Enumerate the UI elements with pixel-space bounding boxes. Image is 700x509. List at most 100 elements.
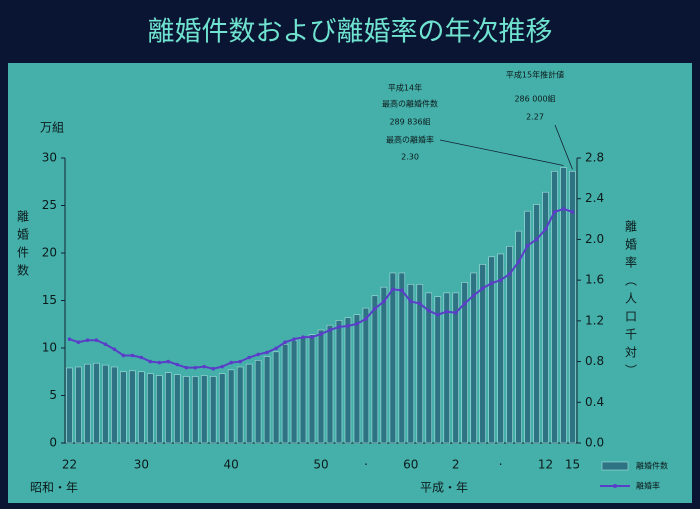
line-marker: [67, 337, 72, 341]
bar: [263, 356, 271, 444]
line-marker: [570, 210, 575, 214]
y2-tick-label: 0.4: [585, 395, 604, 409]
bar: [66, 367, 73, 444]
line-marker: [166, 359, 171, 364]
bar: [138, 371, 145, 444]
line-marker: [355, 322, 359, 326]
line-marker: [409, 299, 413, 304]
bar: [191, 376, 199, 444]
line-marker: [148, 359, 153, 364]
bar: [443, 292, 451, 444]
annotation: 最高の離婚件数: [382, 99, 438, 109]
line-marker: [480, 286, 485, 291]
line-marker: [130, 353, 135, 358]
line-marker: [247, 355, 251, 360]
bar: [272, 351, 280, 444]
y-tick-label: 15: [42, 293, 57, 307]
bar: [200, 375, 208, 444]
x-tick-label: ·: [499, 458, 503, 472]
x-tick-label: 15: [565, 458, 580, 472]
bar: [452, 292, 460, 444]
y-tick-label: 30: [42, 151, 57, 165]
line-marker: [211, 366, 216, 371]
line-marker: [265, 350, 269, 355]
bar: [461, 282, 468, 444]
y2-tick-label: 0.8: [585, 354, 604, 368]
bar: [245, 363, 253, 444]
bar: [398, 272, 406, 444]
bar: [75, 366, 82, 444]
x-tick-label: 60: [403, 458, 418, 472]
x-tick-label: 30: [134, 458, 149, 472]
chart-title: 離婚件数および離婚率の年次推移: [148, 17, 553, 48]
bar: [524, 210, 531, 444]
y-tick-label: 10: [42, 341, 57, 355]
bar: [488, 256, 495, 444]
line-marker: [274, 346, 278, 351]
x-tick-label: 2: [452, 458, 460, 472]
line-marker: [516, 260, 521, 264]
line-marker: [202, 364, 207, 369]
y-tick-label: 0: [49, 436, 57, 450]
bar: [299, 336, 307, 444]
annotation-leader: [554, 124, 573, 170]
y2-tick-label: 2.8: [585, 151, 604, 165]
y-tick-label: 20: [42, 246, 57, 260]
line-marker: [139, 355, 144, 360]
bar: [497, 253, 504, 444]
line-marker: [283, 340, 287, 345]
y2-axis-label: 離婚率（人口千対）: [624, 220, 638, 382]
x-axis-label: 平成・年: [420, 481, 468, 495]
bar: [389, 272, 397, 444]
y2-tick-label: 2.4: [585, 191, 604, 205]
bar: [120, 371, 127, 444]
bar: [227, 369, 235, 444]
bar: [344, 317, 352, 444]
y-axis-label: 離婚件数: [16, 210, 30, 282]
line-marker: [157, 360, 162, 365]
bar: [209, 376, 217, 444]
line-marker: [301, 335, 305, 339]
line-marker: [426, 308, 431, 313]
y2-tick-label: 1.6: [585, 273, 604, 287]
line-marker: [310, 335, 314, 339]
bar: [326, 324, 334, 444]
bar: [551, 171, 558, 444]
annotation: 286 000組: [514, 94, 555, 104]
x-tick-label: 12: [538, 458, 553, 472]
bar: [129, 370, 136, 444]
annotation: 289 836組: [389, 117, 430, 127]
annotation: 最高の離婚率: [386, 135, 434, 145]
bar: [434, 296, 442, 444]
line-marker: [373, 306, 377, 311]
line-marker: [337, 325, 341, 329]
y2-tick-label: 2.0: [585, 232, 604, 246]
line-marker: [534, 237, 539, 242]
line-marker: [552, 210, 557, 214]
line-marker: [103, 342, 108, 347]
legend-label: 離婚件数: [636, 461, 668, 471]
legend-swatch: [613, 484, 617, 488]
line-marker: [76, 340, 81, 345]
bar: [335, 320, 343, 444]
y2-tick-label: 0.0: [585, 436, 604, 450]
line-marker: [471, 293, 476, 298]
bar: [102, 364, 109, 444]
y-tick-label: 5: [49, 388, 57, 402]
bar: [380, 286, 388, 444]
x-axis-label: 昭和・年: [30, 481, 78, 495]
bar: [407, 284, 415, 444]
line-marker: [382, 299, 386, 304]
line-marker: [444, 309, 449, 314]
bar: [93, 362, 100, 444]
bar: [353, 314, 361, 444]
line-marker: [193, 365, 198, 370]
line-marker: [175, 362, 180, 367]
bar: [308, 334, 316, 444]
line-marker: [462, 301, 467, 306]
line-marker: [498, 278, 503, 282]
bar: [165, 372, 172, 444]
legend-swatch: [601, 461, 629, 471]
line-marker: [220, 364, 224, 369]
